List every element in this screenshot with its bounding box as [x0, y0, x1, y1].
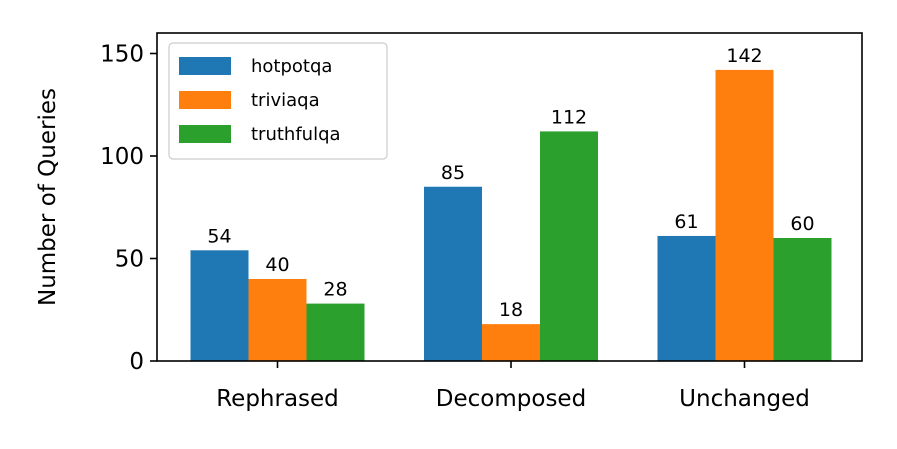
y-axis-label: Number of Queries	[35, 88, 61, 306]
bar-value-label: 85	[441, 162, 465, 184]
legend-label-hotpotqa: hotpotqa	[251, 56, 332, 77]
bar-value-label: 40	[265, 254, 289, 276]
legend-label-triviaqa: triviaqa	[251, 90, 320, 111]
x-tick-label: Rephrased	[216, 386, 339, 412]
legend-label-truthfulqa: truthfulqa	[251, 124, 341, 145]
bar-value-label: 112	[551, 106, 587, 128]
y-tick-label: 0	[129, 349, 144, 375]
bars-group	[190, 69, 832, 362]
bar-triviaqa-unchanged	[715, 69, 774, 362]
x-tick-label: Unchanged	[679, 386, 810, 412]
bar-value-label: 60	[790, 213, 814, 235]
bar-value-label: 28	[323, 279, 347, 301]
y-tick-label: 50	[115, 247, 144, 273]
y-axis: 0 50 100 150	[100, 42, 157, 375]
bar-truthfulqa-rephrased	[306, 303, 365, 361]
legend: hotpotqa triviaqa truthfulqa	[168, 42, 388, 160]
bar-value-label: 61	[674, 211, 698, 233]
legend-swatch-truthfulqa	[179, 125, 231, 143]
x-axis: Rephrased Decomposed Unchanged	[216, 361, 810, 412]
plot-frame	[156, 32, 863, 362]
y-tick-label: 100	[100, 144, 144, 170]
bar-hotpotqa-rephrased	[190, 250, 249, 361]
bar-truthfulqa-unchanged	[773, 238, 832, 361]
bar-triviaqa-rephrased	[248, 279, 307, 361]
bar-truthfulqa-decomposed	[540, 131, 598, 361]
bar-value-label: 142	[726, 45, 762, 67]
bar-hotpotqa-decomposed	[424, 186, 482, 361]
bar-labels-group: 54 85 61 40 18 142 28 112 60	[207, 45, 814, 321]
bar-value-label: 54	[207, 225, 231, 247]
legend-swatch-triviaqa	[179, 91, 231, 109]
bar-hotpotqa-unchanged	[657, 235, 716, 361]
bar-value-label: 18	[499, 299, 523, 321]
legend-swatch-hotpotqa	[179, 57, 231, 75]
x-tick-label: Decomposed	[436, 386, 586, 412]
bar-triviaqa-decomposed	[482, 324, 540, 361]
y-tick-label: 150	[100, 42, 144, 68]
